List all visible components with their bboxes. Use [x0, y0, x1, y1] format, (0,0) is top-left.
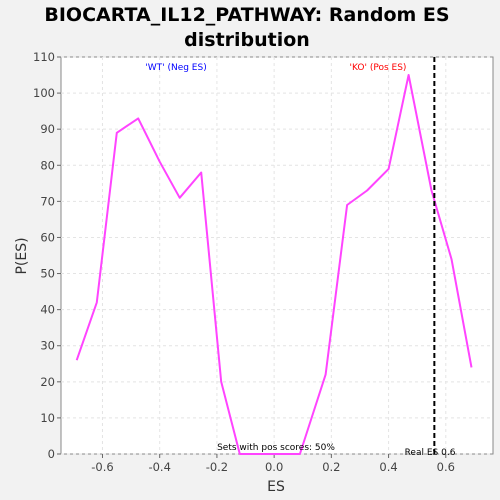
y-tick-label: 90 — [40, 122, 55, 136]
y-tick-label: 70 — [40, 194, 55, 208]
pos-es-label: 'KO' (Pos ES) — [350, 63, 407, 73]
y-tick-label: 110 — [33, 50, 55, 64]
y-tick-label: 50 — [40, 267, 55, 281]
chart-title-line2: distribution — [184, 29, 310, 51]
y-tick-label: 60 — [40, 230, 55, 244]
y-axis-label: P(ES) — [14, 237, 30, 274]
real-es-label: Real ES 0.6 — [405, 448, 456, 458]
x-tick-label: 0.6 — [437, 460, 455, 474]
series-layer — [75, 74, 473, 455]
x-axis-label: ES — [267, 479, 285, 495]
y-tick-label: 30 — [40, 339, 55, 353]
plot-area — [60, 56, 494, 455]
es-distribution-line — [75, 74, 473, 455]
x-axis-ticks: -0.6 -0.4 -0.2 0.0 0.2 0.4 0.6 — [91, 454, 455, 474]
x-tick-label: -0.4 — [148, 460, 170, 474]
y-tick-label: 20 — [40, 375, 55, 389]
chart-title-line1: BIOCARTA_IL12_PATHWAY: Random ES — [44, 4, 449, 26]
y-tick-label: 0 — [48, 447, 55, 461]
sets-pos-scores-label: Sets with pos scores: 50% — [217, 443, 335, 453]
x-tick-label: 0.0 — [265, 460, 283, 474]
neg-es-label: 'WT' (Neg ES) — [145, 63, 206, 73]
y-tick-label: 80 — [40, 158, 55, 172]
y-axis-ticks: 0 10 20 30 40 50 60 70 80 90 100 110 — [33, 50, 61, 461]
x-tick-label: -0.2 — [206, 460, 228, 474]
x-tick-label: 0.2 — [322, 460, 340, 474]
y-tick-label: 40 — [40, 303, 55, 317]
y-tick-label: 100 — [33, 86, 55, 100]
x-tick-label: 0.4 — [379, 460, 397, 474]
x-tick-label: -0.6 — [91, 460, 113, 474]
y-tick-label: 10 — [40, 411, 55, 425]
